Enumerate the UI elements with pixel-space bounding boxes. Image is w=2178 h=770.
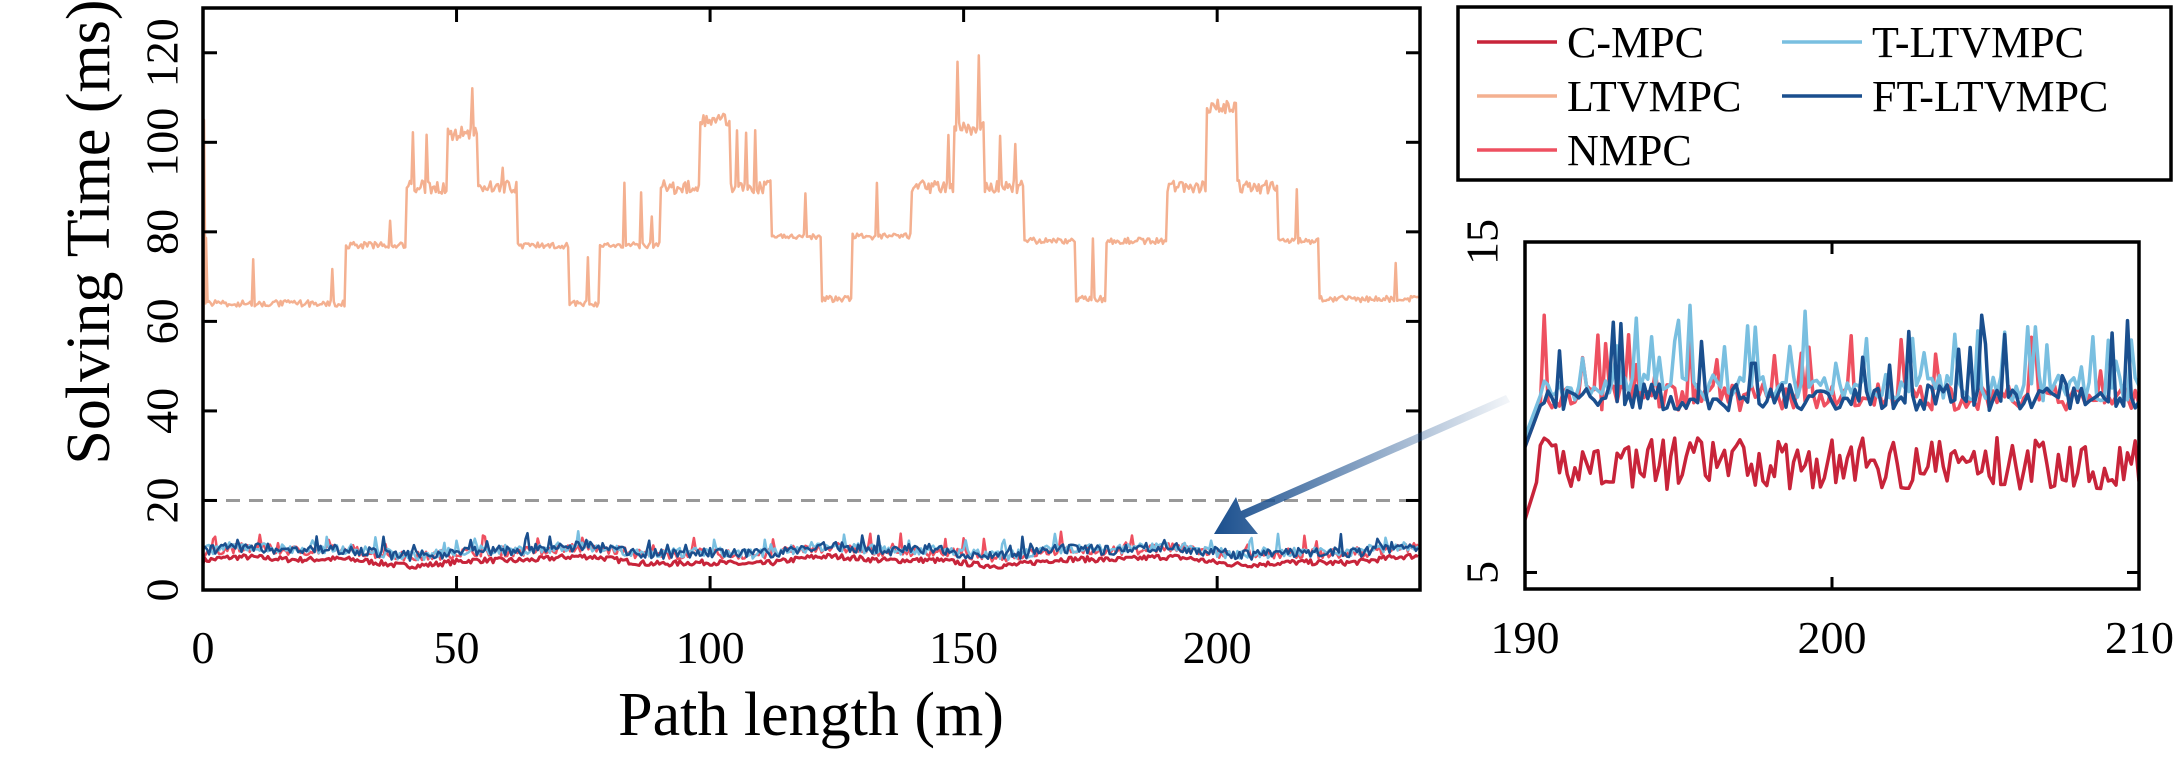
legend-entry-t-ltvmpc: T-LTVMPC <box>1782 18 2084 67</box>
series-line-ft-ltvmpc <box>203 531 1420 562</box>
inset-x-tick-label: 210 <box>2105 612 2174 663</box>
zoom-arrow <box>1214 395 1510 534</box>
inset-x-tick-label: 190 <box>1491 612 1560 663</box>
legend-entry-ltvmpc: LTVMPC <box>1477 72 1741 121</box>
inset-y-tick-label: 5 <box>1457 561 1508 584</box>
legend-label-c-mpc: C-MPC <box>1567 18 1704 67</box>
inset-series-group <box>1525 303 2139 521</box>
inset-series-line-ft-ltvmpc <box>1525 313 2139 448</box>
main-y-tick-label: 0 <box>137 579 188 602</box>
zoom-arrow-shape <box>1214 395 1510 534</box>
inset-x-tick-label: 200 <box>1798 612 1867 663</box>
inset-x-tick-labels: 190 200 210 <box>1491 612 2175 663</box>
main-plot-frame <box>201 6 1422 592</box>
legend-entry-ft-ltvmpc: FT-LTVMPC <box>1782 72 2108 121</box>
main-x-tick-label: 100 <box>676 622 745 673</box>
inset-tick-marks <box>1523 240 2141 589</box>
main-x-tick-label: 200 <box>1183 622 1252 673</box>
series-line-ltvmpc <box>203 54 1419 456</box>
legend-entry-c-mpc: C-MPC <box>1477 18 1704 67</box>
legend-label-nmpc: NMPC <box>1567 126 1692 175</box>
legend: C-MPC T-LTVMPC LTVMPC FT-LTVMPC NMPC <box>1456 5 2173 182</box>
main-x-axis-label: Path length (m) <box>618 681 1004 749</box>
main-y-tick-label: 40 <box>137 388 188 434</box>
series-line-c-mpc <box>203 552 1419 570</box>
main-x-tick-labels: 0 50 100 150 200 <box>192 622 1252 673</box>
main-x-tick-label: 50 <box>434 622 480 673</box>
main-y-tick-label: 100 <box>137 108 188 177</box>
inset-chart: 190 200 210 5 15 <box>1457 219 2174 663</box>
inset-plot-frame <box>1523 240 2141 591</box>
legend-label-ft-ltvmpc: FT-LTVMPC <box>1872 72 2108 121</box>
main-x-tick-label: 150 <box>929 622 998 673</box>
main-y-tick-label: 60 <box>137 298 188 344</box>
main-y-axis-label: Solving Time (ms) <box>55 0 123 465</box>
main-chart: 0 50 100 150 200 0 20 40 60 80 100 120 Path length… <box>55 0 1422 749</box>
main-y-tick-label: 120 <box>137 18 188 87</box>
legend-label-t-ltvmpc: T-LTVMPC <box>1872 18 2084 67</box>
main-y-tick-label: 20 <box>137 477 188 523</box>
main-y-tick-labels: 0 20 40 60 80 100 120 <box>137 18 188 601</box>
main-x-tick-label: 0 <box>192 622 215 673</box>
legend-label-ltvmpc: LTVMPC <box>1567 72 1741 121</box>
inset-series-line-c-mpc <box>1525 435 2139 521</box>
legend-entry-nmpc: NMPC <box>1477 126 1692 175</box>
legend-box <box>1456 5 2173 182</box>
inset-series-line-t-ltvmpc <box>1525 303 2139 438</box>
main-y-tick-label: 80 <box>137 209 188 255</box>
main-tick-marks <box>201 8 1420 592</box>
main-series-group <box>203 54 1420 570</box>
inset-y-tick-labels: 5 15 <box>1457 219 1508 584</box>
inset-y-tick-label: 15 <box>1457 219 1508 265</box>
